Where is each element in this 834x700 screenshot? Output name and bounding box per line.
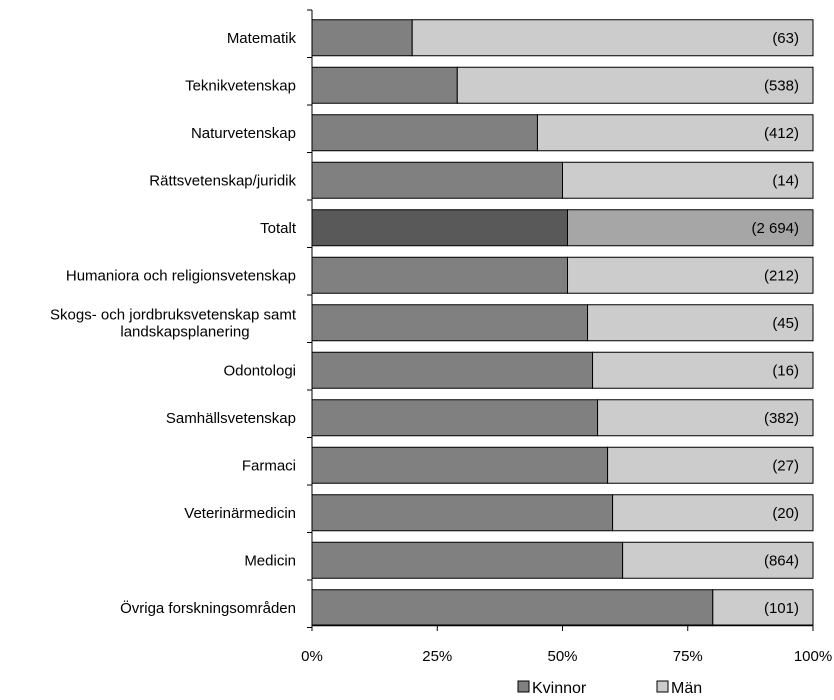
count-label-rattsvetenskap-juridik: (14) <box>772 172 799 189</box>
category-label-line: Farmaci <box>242 457 296 474</box>
bar-man-totalt <box>567 209 814 247</box>
category-label-samhallsvetenskap: Samhällsvetenskap <box>166 410 296 427</box>
bar-kvinnor-farmaci <box>311 446 609 484</box>
category-label-odontologi: Odontologi <box>223 362 296 379</box>
x-tick-label: 25% <box>422 648 452 665</box>
x-tick-label: 0% <box>301 648 323 665</box>
bar-kvinnor-veterinarmedicin <box>311 494 614 532</box>
bar-man-matematik <box>411 19 814 57</box>
count-label-samhallsvetenskap: (382) <box>764 410 799 427</box>
x-tick-label: 50% <box>547 648 577 665</box>
category-label-farmaci: Farmaci <box>242 457 296 474</box>
bar-kvinnor-ovriga-forskningsomraden <box>311 589 714 627</box>
category-label-line: landskapsplanering <box>120 323 249 340</box>
bar-man-odontologi <box>592 351 814 389</box>
category-label-veterinarmedicin: Veterinärmedicin <box>184 505 296 522</box>
count-label-veterinarmedicin: (20) <box>772 505 799 522</box>
bar-man-teknikvetenskap <box>456 66 814 104</box>
bar-man-rattsvetenskap-juridik <box>562 161 814 199</box>
legend-label-kvinnor: Kvinnor <box>532 680 587 697</box>
category-label-totalt: Totalt <box>260 220 297 237</box>
count-label-skogs-och-jordbruksvetenskap-samt-landskapsplanering: (45) <box>772 315 799 332</box>
bar-man-ovriga-forskningsomraden <box>712 589 814 627</box>
category-labels: Matematik Teknikvetenskap Naturvetenskap Rä… <box>50 30 297 617</box>
count-label-medicin: (864) <box>764 552 799 569</box>
bar-kvinnor-rattsvetenskap-juridik <box>311 161 563 199</box>
category-label-teknikvetenskap: Teknikvetenskap <box>185 77 296 94</box>
bar-kvinnor-odontologi <box>311 351 594 389</box>
bar-man-humaniora-och-religionsvetenskap <box>567 256 814 294</box>
x-axis: 0% 25% 50% 75% 100% <box>301 9 832 665</box>
category-label-line: Teknikvetenskap <box>185 77 296 94</box>
legend-swatch-kvinnor <box>517 680 530 693</box>
category-label-medicin: Medicin <box>244 552 296 569</box>
x-tick-label: 75% <box>673 648 703 665</box>
category-label-line: Rättsvetenskap/juridik <box>149 172 296 189</box>
bar-man-veterinarmedicin <box>612 494 814 532</box>
count-label-teknikvetenskap: (538) <box>764 77 799 94</box>
category-label-line: Totalt <box>260 220 297 237</box>
category-label-line: Skogs- och jordbruksvetenskap samt <box>50 306 297 323</box>
legend-label-man: Män <box>671 680 702 697</box>
bar-man-samhallsvetenskap <box>597 399 814 437</box>
category-label-line: Odontologi <box>223 362 296 379</box>
legend: Kvinnor Män <box>517 680 702 697</box>
bar-kvinnor-naturvetenskap <box>311 114 538 152</box>
count-label-ovriga-forskningsomraden: (101) <box>764 600 799 617</box>
category-label-humaniora-och-religionsvetenskap: Humaniora och religionsvetenskap <box>66 267 296 284</box>
bars-group: (63) (538) (412) (14) (2 694) (212) (45) (16) (3… <box>311 19 814 627</box>
bar-kvinnor-totalt <box>311 209 569 247</box>
count-label-matematik: (63) <box>772 30 799 47</box>
category-label-line: Naturvetenskap <box>191 125 296 142</box>
bar-kvinnor-skogs-och-jordbruksvetenskap-samt-landskapsplanering <box>311 304 589 342</box>
count-label-humaniora-och-religionsvetenskap: (212) <box>764 267 799 284</box>
bar-man-farmaci <box>607 446 814 484</box>
bar-kvinnor-matematik <box>311 19 413 57</box>
bar-man-naturvetenskap <box>536 114 814 152</box>
bar-kvinnor-samhallsvetenskap <box>311 399 599 437</box>
legend-swatch-man <box>656 680 669 693</box>
category-label-naturvetenskap: Naturvetenskap <box>191 125 296 142</box>
count-label-totalt: (2 694) <box>751 220 799 237</box>
count-label-farmaci: (27) <box>772 457 799 474</box>
bar-kvinnor-teknikvetenskap <box>311 66 458 104</box>
category-label-rattsvetenskap-juridik: Rättsvetenskap/juridik <box>149 172 296 189</box>
category-label-line: Medicin <box>244 552 296 569</box>
category-label-line: Övriga forskningsområden <box>120 599 296 617</box>
count-label-odontologi: (16) <box>772 362 799 379</box>
category-label-matematik: Matematik <box>227 30 297 47</box>
category-label-line: Humaniora och religionsvetenskap <box>66 267 296 284</box>
category-label-line: Samhällsvetenskap <box>166 410 296 427</box>
bar-kvinnor-humaniora-och-religionsvetenskap <box>311 256 569 294</box>
category-label-line: Matematik <box>227 30 297 47</box>
bar-man-medicin <box>622 541 814 579</box>
category-label-ovriga-forskningsomraden: Övriga forskningsområden <box>120 599 296 617</box>
category-label-skogs-och-jordbruksvetenskap-samt-landskapsplanering: Skogs- och jordbruksvetenskap samt landsk… <box>50 306 297 340</box>
bar-man-skogs-och-jordbruksvetenskap-samt-landskapsplanering <box>587 304 814 342</box>
x-tick-label: 100% <box>794 648 832 665</box>
count-label-naturvetenskap: (412) <box>764 125 799 142</box>
category-label-line: Veterinärmedicin <box>184 505 296 522</box>
bar-kvinnor-medicin <box>311 541 624 579</box>
